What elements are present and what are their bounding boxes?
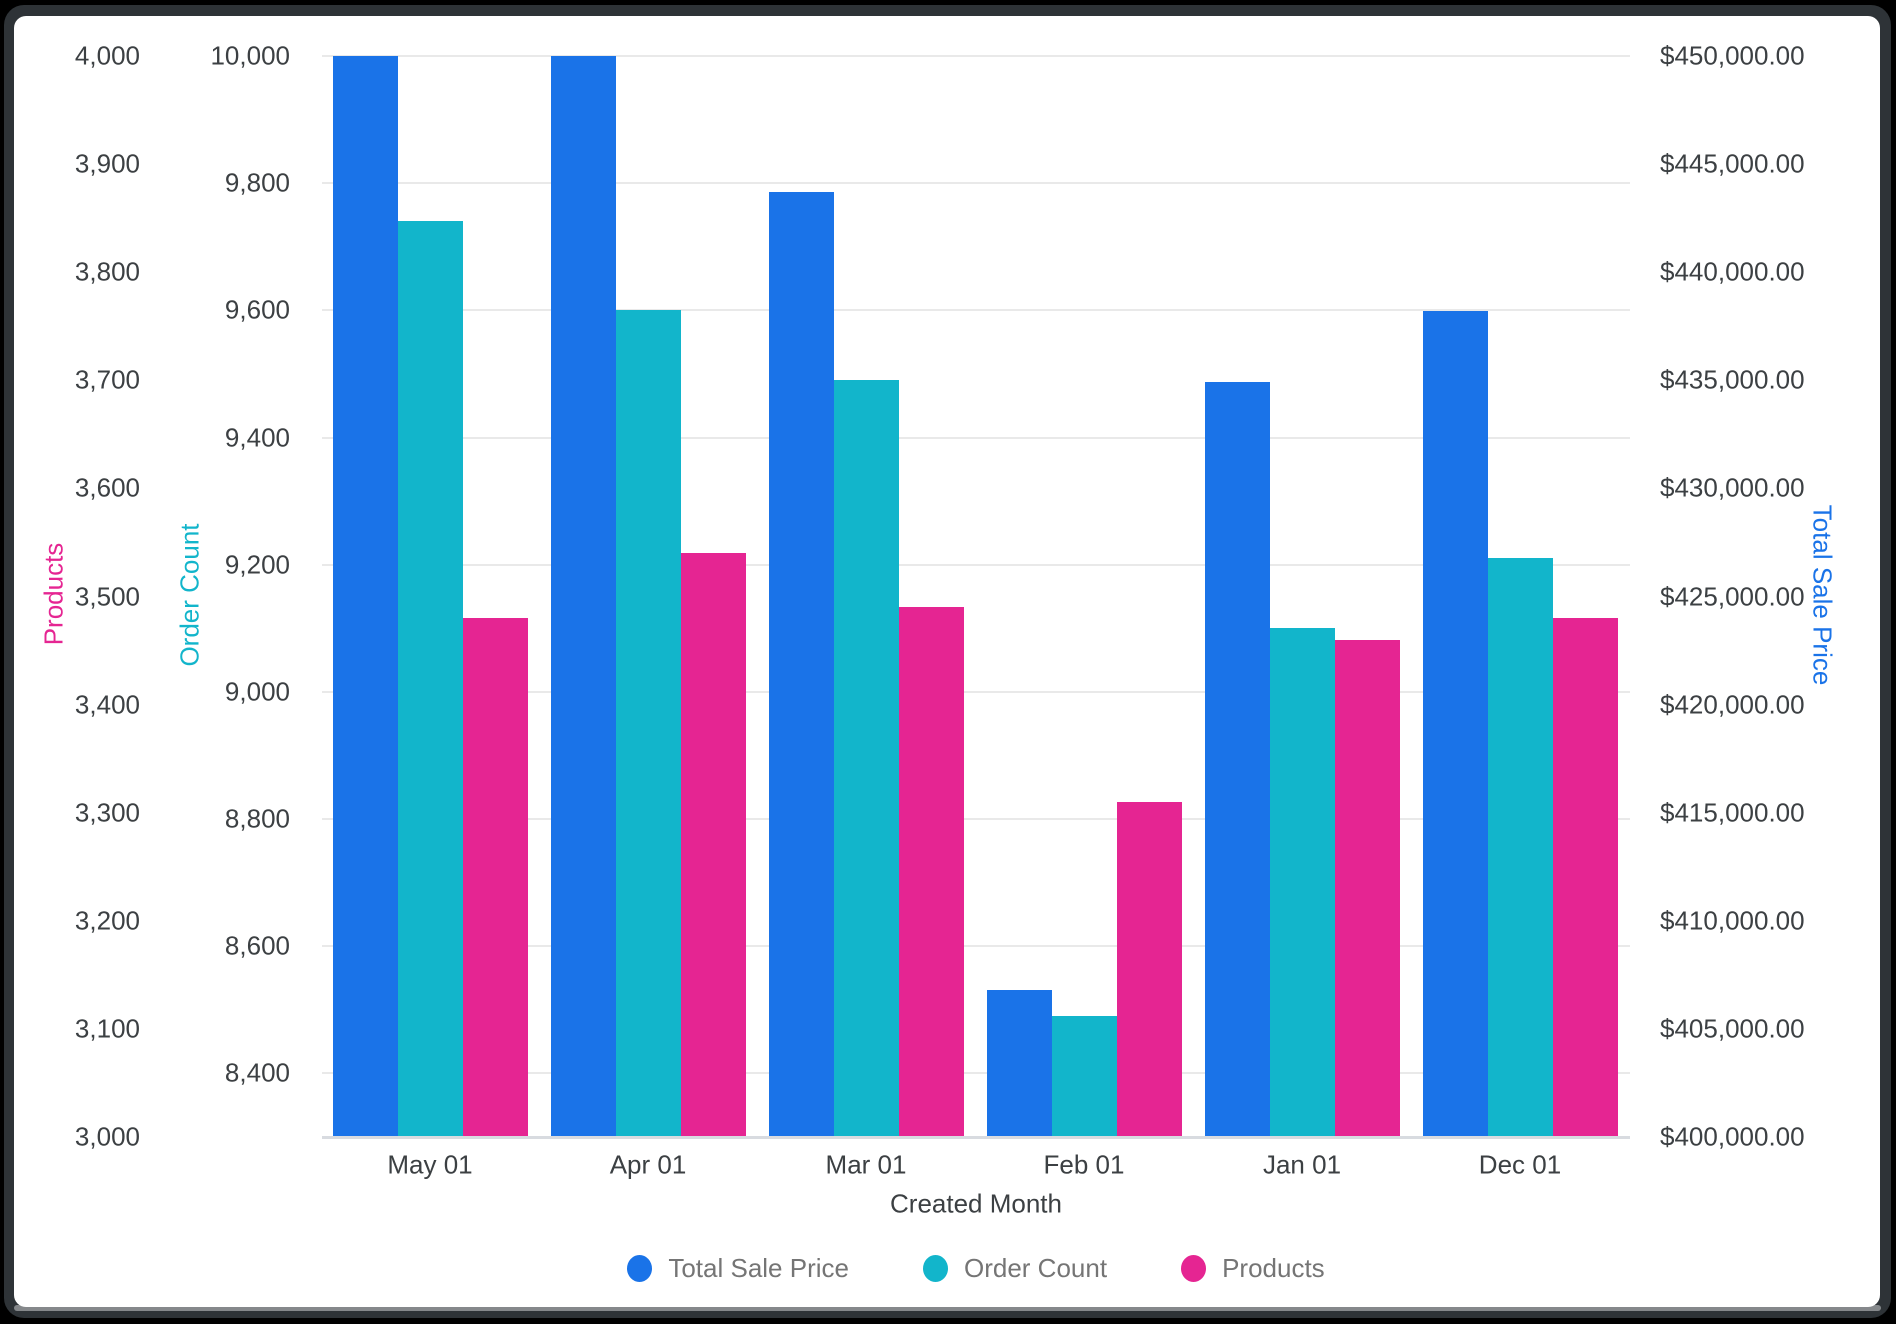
gridline-layer: [14, 16, 1880, 1307]
gridline: [322, 55, 1630, 57]
y-tick-label-total-sale-price: $450,000.00: [1660, 40, 1805, 71]
y-tick-label-total-sale-price: $420,000.00: [1660, 689, 1805, 720]
y-tick-label-total-sale-price: $440,000.00: [1660, 256, 1805, 287]
x-tick-label: Jan 01: [1262, 1149, 1342, 1180]
total-sale-price-axis-title: Total Sale Price: [1807, 504, 1838, 686]
x-tick-label: Apr 01: [609, 1149, 687, 1180]
legend-item-products[interactable]: Products: [1181, 1253, 1325, 1284]
y-tick-label-products: 3,400: [74, 689, 140, 720]
y-tick-label-order-count: 10,000: [210, 40, 290, 71]
bar-products[interactable]: [1116, 801, 1182, 1137]
y-tick-label-order-count: 8,600: [224, 930, 290, 961]
x-tick-label: Feb 01: [1043, 1149, 1125, 1180]
bar-total-sale-price[interactable]: [768, 192, 834, 1137]
y-tick-label-products: 4,000: [74, 40, 140, 71]
gridline: [322, 309, 1630, 312]
axis-layer: 4,000 3,900 3,800 3,700 3,600 3,500 3,400 3,300…: [14, 16, 1880, 1307]
legend-label: Order Count: [963, 1252, 1108, 1283]
x-axis-baseline: [322, 1136, 1630, 1139]
y-tick-label-total-sale-price: $415,000.00: [1660, 797, 1805, 828]
order-count-axis-title: Order Count: [174, 523, 205, 667]
y-tick-label-total-sale-price: $405,000.00: [1660, 1013, 1805, 1044]
bar-order-count[interactable]: [1487, 558, 1553, 1137]
y-tick-label-total-sale-price: $410,000.00: [1660, 905, 1805, 936]
bar-total-sale-price[interactable]: [1204, 382, 1270, 1137]
y-tick-label-order-count: 9,400: [224, 422, 290, 453]
legend-item-total-sale-price[interactable]: Total Sale Price: [627, 1253, 849, 1284]
x-axis-title: Created Month: [890, 1188, 1062, 1219]
bar-order-count[interactable]: [1269, 628, 1335, 1137]
products-axis-title: Products: [38, 542, 69, 646]
window-bottom-edge: [14, 1305, 1881, 1311]
gridline: [322, 436, 1630, 439]
legend-dot-icon: [627, 1254, 653, 1282]
bar-total-sale-price[interactable]: [332, 56, 398, 1137]
y-tick-label-products: 3,000: [74, 1121, 140, 1152]
y-tick-label-total-sale-price: $445,000.00: [1660, 148, 1805, 179]
gridline: [322, 182, 1630, 185]
y-tick-label-order-count: 9,600: [224, 294, 290, 325]
y-tick-label-total-sale-price: $400,000.00: [1660, 1121, 1805, 1152]
bar-products[interactable]: [462, 618, 528, 1137]
legend-item-order-count[interactable]: Order Count: [922, 1252, 1108, 1284]
bar-products[interactable]: [680, 553, 746, 1137]
y-tick-label-total-sale-price: $425,000.00: [1660, 581, 1805, 611]
gridline: [322, 563, 1630, 566]
x-tick-label: Mar 01: [825, 1149, 907, 1180]
bar-products[interactable]: [1334, 639, 1400, 1137]
bar-order-count[interactable]: [1051, 1016, 1117, 1137]
window-frame: 4,000 3,900 3,800 3,700 3,600 3,500 3,400 3,300…: [4, 5, 1891, 1318]
chart-card: 4,000 3,900 3,800 3,700 3,600 3,500 3,400 3,300…: [14, 16, 1880, 1307]
legend-label: Products: [1222, 1252, 1325, 1283]
y-tick-label-products: 3,600: [74, 472, 140, 503]
y-tick-label-order-count: 9,200: [224, 549, 290, 580]
gridline: [322, 945, 1630, 948]
bar-total-sale-price[interactable]: [550, 56, 616, 1137]
y-tick-label-order-count: 8,400: [224, 1057, 290, 1088]
y-tick-label-products: 3,300: [74, 797, 140, 828]
y-tick-label-products: 3,800: [74, 256, 140, 287]
y-tick-label-total-sale-price: $435,000.00: [1660, 364, 1805, 395]
y-tick-label-order-count: 8,800: [224, 803, 290, 834]
bar-products[interactable]: [898, 607, 964, 1137]
y-tick-label-products: 3,700: [74, 364, 140, 395]
gridline: [322, 1072, 1630, 1075]
x-tick-label: May 01: [387, 1149, 473, 1180]
legend-label: Total Sale Price: [668, 1252, 849, 1283]
gridline: [322, 690, 1630, 693]
y-tick-label-products: 3,200: [74, 905, 140, 936]
legend-dot-icon: [1181, 1254, 1207, 1282]
legend-dot-icon: [922, 1254, 948, 1282]
y-tick-label-products: 3,900: [74, 148, 140, 179]
y-tick-label-order-count: 9,800: [224, 167, 290, 198]
bar-total-sale-price[interactable]: [986, 989, 1052, 1137]
bar-total-sale-price[interactable]: [1422, 311, 1488, 1137]
bar-products[interactable]: [1552, 618, 1618, 1137]
x-tick-label: Dec 01: [1478, 1149, 1562, 1180]
y-tick-label-products: 3,500: [74, 581, 140, 611]
y-tick-label-products: 3,100: [74, 1013, 140, 1044]
gridline: [322, 818, 1630, 821]
y-tick-label-order-count: 9,000: [224, 676, 290, 707]
y-tick-label-total-sale-price: $430,000.00: [1660, 472, 1805, 503]
legend: Total Sale Price Order Count Products: [322, 1242, 1630, 1294]
bar-order-count[interactable]: [615, 310, 681, 1137]
bar-layer: [14, 16, 1880, 1307]
bar-order-count[interactable]: [833, 380, 899, 1137]
bar-order-count[interactable]: [397, 221, 463, 1137]
